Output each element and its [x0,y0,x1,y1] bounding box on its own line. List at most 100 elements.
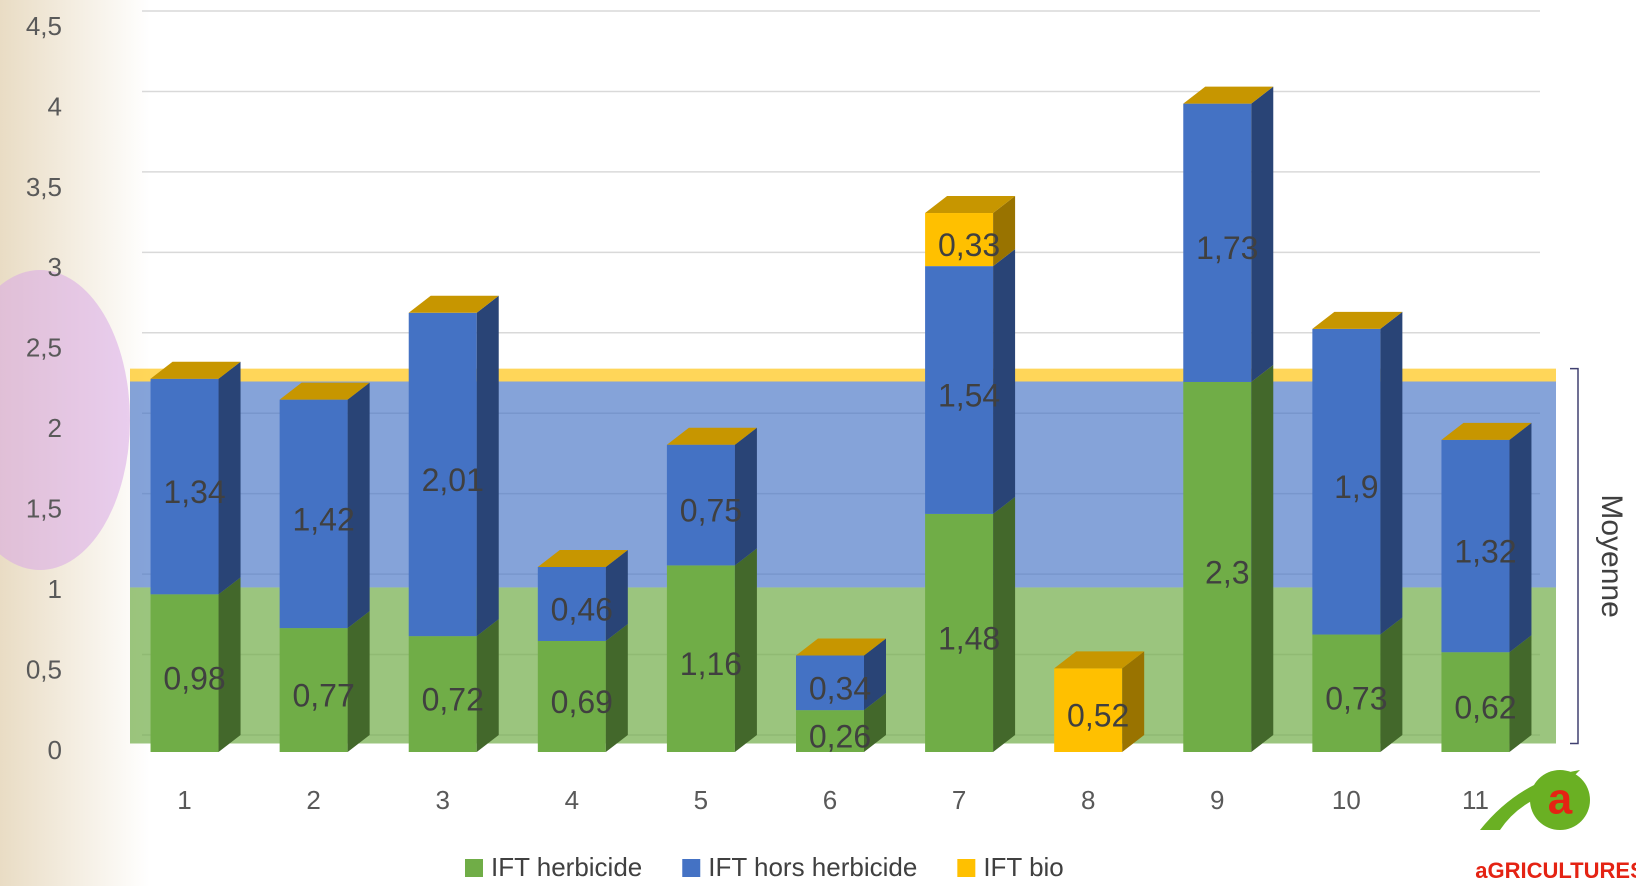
bar-segment [1183,103,1252,382]
bar-segment [666,444,735,566]
data-label: 0,62 [1454,690,1516,726]
bar-side [1380,617,1403,752]
bar-segment [279,399,348,629]
x-tick-label: 9 [1210,785,1224,815]
bar-side [347,611,370,752]
data-label: 1,9 [1334,469,1378,505]
bar-top [408,295,499,313]
bar-top [279,382,370,400]
legend-label: IFT hors herbicide [708,852,917,882]
bar-segment [1183,381,1252,752]
bar-top [1183,86,1274,104]
x-tick-label: 3 [435,785,449,815]
data-label: 1,48 [938,620,1000,656]
legend-label: IFT herbicide [491,852,642,882]
legend: IFT herbicide IFT hors herbicide IFT bio [465,852,1064,882]
bar-side [1380,311,1403,635]
bar-side [605,549,628,641]
data-label: 1,34 [163,474,225,510]
data-label: 0,75 [680,492,742,528]
data-label: 0,98 [163,661,225,697]
bar-segment [1441,439,1510,653]
bar-top [925,196,1016,214]
plot: 0 0,5 1 1,5 2 2,5 3 3,5 4 4,5 Moyenne 0,98 1,34 1 0,77… [26,10,1628,882]
flower-decoration [0,270,130,570]
bar-side [347,382,370,629]
bar-segment [796,655,864,711]
bar-side [476,295,499,637]
data-label: 0,77 [292,678,354,714]
bar-segment [1441,652,1510,752]
data-label: 0,73 [1325,681,1387,717]
bar-segment [925,513,994,752]
bar-side [1509,635,1532,752]
y-tick-label: 4,5 [26,11,62,41]
bar-segment [925,266,994,514]
y-tick-label: 0 [48,735,62,765]
bar-side [476,619,499,752]
bar-segment [537,566,606,641]
x-tick-label: 7 [952,785,966,815]
bar-side [864,693,886,752]
bar-segment [666,565,735,752]
bar-side [734,548,757,752]
data-label: 0,33 [938,227,1000,263]
bar-side [218,361,241,595]
data-label: 1,54 [938,377,1000,413]
bar-segment [925,213,994,267]
bar-top [537,549,628,567]
data-label: 0,46 [551,591,613,627]
data-label: 0,26 [809,719,871,755]
y-tick-label: 3,5 [26,172,62,202]
y-tick-label: 4 [48,91,62,121]
bar-top [796,638,886,656]
bar-side [218,577,241,752]
bar-side [605,623,628,752]
average-label: Moyenne [1595,494,1628,617]
bar-side [993,249,1016,514]
x-tick-label: 11 [1462,785,1489,815]
data-label: 0,34 [809,670,871,706]
bar-side [734,427,757,566]
bar-segment [408,312,477,637]
x-tick-label: 10 [1332,785,1361,815]
data-label: 1,32 [1454,534,1516,570]
legend-swatch [465,859,483,877]
x-tick-label: 1 [177,785,191,815]
bar-segment [1054,668,1123,752]
legend-swatch [682,859,701,877]
bar-side [1251,86,1274,382]
data-label: 2,01 [422,462,484,498]
bar-side [864,638,886,711]
bar-segment [408,636,477,752]
bar-side [993,196,1016,267]
bar-segment [1312,328,1381,635]
average-bracket [1570,367,1579,745]
bar-top [1312,311,1403,329]
bar-segment [150,378,219,595]
logo-mark [1530,770,1590,830]
bar-segment [150,594,219,752]
logo-text: aGRICULTURES [1475,858,1636,883]
bar-top [150,361,241,379]
bar-segment [1312,634,1381,752]
data-label: 1,42 [292,501,354,537]
bar-segment [537,640,606,752]
data-label: 1,16 [680,646,742,682]
x-tick-label: 6 [823,785,837,815]
data-label: 2,3 [1205,554,1249,590]
logo-a: a [1548,775,1573,824]
bar-top [1441,422,1532,440]
legend-swatch [957,859,976,877]
bar-segment [796,710,864,752]
bar-top [1054,651,1145,669]
data-label: 0,72 [422,682,484,718]
bar-top [666,427,757,445]
logo: a aGRICULTURES [1475,770,1636,883]
y-tick-label: 1,5 [26,494,62,524]
data-label: 0,52 [1067,698,1129,734]
legend-label: IFT bio [983,852,1063,882]
x-tick-label: 4 [565,785,579,815]
bar-segment [279,628,348,752]
